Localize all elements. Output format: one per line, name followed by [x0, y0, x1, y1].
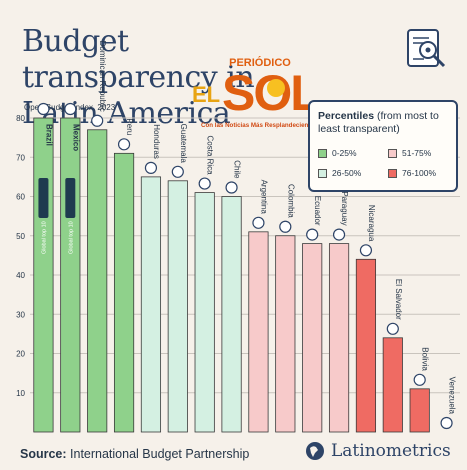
bar-colombia	[275, 235, 296, 433]
legend-title: Percentiles (from most to least transpar…	[318, 110, 439, 135]
y-tick-label: 20	[16, 350, 25, 359]
latinometrics-brand: Latinometrics	[305, 441, 451, 461]
flag-icon	[332, 228, 346, 241]
logo-tagline: Con las Noticias Más Resplandecientes	[201, 122, 318, 129]
category-label: Colombia	[286, 184, 295, 218]
legend-swatch	[318, 168, 327, 178]
flag-icon	[91, 114, 104, 127]
category-label: Argentina	[259, 180, 268, 215]
bar-bolivia	[409, 388, 430, 433]
legend-item-0-25: 0-25%	[318, 148, 357, 158]
category-label: Ecuador	[313, 196, 322, 226]
category-label: El Salvador	[394, 279, 403, 320]
bar-paraguay	[328, 243, 350, 433]
legend-swatch	[388, 168, 397, 178]
global-top-10-badge	[38, 178, 49, 218]
flag-icon	[171, 165, 184, 178]
y-tick-label: 30	[16, 310, 25, 319]
legend-swatch	[388, 148, 397, 158]
bar-brazil	[33, 117, 54, 433]
category-label: Paraguay	[340, 191, 349, 225]
category-label: Venezuela	[448, 377, 457, 415]
category-label: Nicaragua	[367, 205, 376, 242]
global-top-10-text: Global top 10	[41, 221, 47, 254]
page-title: Budget transparency in Latin America	[22, 24, 255, 131]
bar-argentina	[248, 231, 269, 433]
bar-nicaragua	[355, 258, 377, 433]
category-label: Dominican Republic	[98, 41, 107, 112]
category-label: Mexico	[71, 124, 80, 151]
category-label: Peru	[125, 118, 134, 135]
bar-costa-rica	[194, 192, 215, 433]
category-label: Chile	[233, 160, 242, 179]
bar-mexico	[60, 117, 81, 433]
bar-ecuador	[302, 243, 323, 433]
category-label: Guatemala	[179, 124, 188, 164]
y-tick-label: 70	[16, 153, 25, 162]
y-tick-label: 40	[16, 271, 25, 280]
flag-icon	[359, 244, 373, 257]
legend-item-51-75: 51-75%	[388, 148, 431, 158]
flag-icon	[198, 177, 211, 190]
global-top-10-text: Global top 10	[68, 221, 74, 254]
flag-icon	[117, 138, 131, 151]
y-tick-label: 10	[16, 389, 25, 398]
bar-dominican-republic	[87, 129, 108, 433]
global-top-10-badge	[65, 178, 76, 218]
brand-name: Latinometrics	[331, 441, 451, 461]
flag-icon	[225, 181, 238, 194]
flag-icon	[144, 161, 158, 174]
bar-chile	[221, 196, 242, 433]
legend-swatch	[318, 148, 327, 158]
flag-icon	[306, 228, 319, 241]
svg-text:EL: EL	[192, 82, 220, 107]
flag-icon	[37, 102, 50, 116]
flag-icon	[440, 416, 453, 430]
flag-icon	[386, 322, 399, 335]
flag-icon	[413, 373, 426, 386]
flag-icon	[279, 220, 292, 233]
bar-chart: Open Budget Index, 2023 1020304050607080…	[16, 41, 460, 433]
flag-icon	[64, 102, 77, 116]
category-label: Costa Rica	[206, 135, 215, 175]
source-note: Source: International Budget Partnership	[20, 447, 250, 461]
bar-peru	[113, 152, 135, 433]
periodico-el-sol-logo: PERIÓDICO EL SOL	[192, 56, 321, 121]
svg-text:PERIÓDICO: PERIÓDICO	[229, 56, 291, 69]
category-label: Brazil	[44, 124, 53, 146]
legend-item-26-50: 26-50%	[318, 168, 361, 178]
bar-el-salvador	[382, 337, 403, 433]
category-label: Honduras	[152, 124, 161, 159]
y-tick-label: 60	[16, 193, 25, 202]
bar-guatemala	[167, 180, 188, 433]
flag-icon	[252, 216, 265, 229]
category-label: Bolivia	[421, 347, 430, 371]
y-tick-label: 50	[16, 232, 25, 241]
report-magnifier-icon	[407, 29, 446, 68]
percentile-legend: Percentiles (from most to least transpar…	[308, 100, 458, 192]
latinometrics-globe-icon	[306, 442, 324, 460]
bar-honduras	[140, 176, 162, 433]
y-tick-label: 80	[16, 114, 25, 123]
legend-item-76-100: 76-100%	[388, 168, 436, 178]
